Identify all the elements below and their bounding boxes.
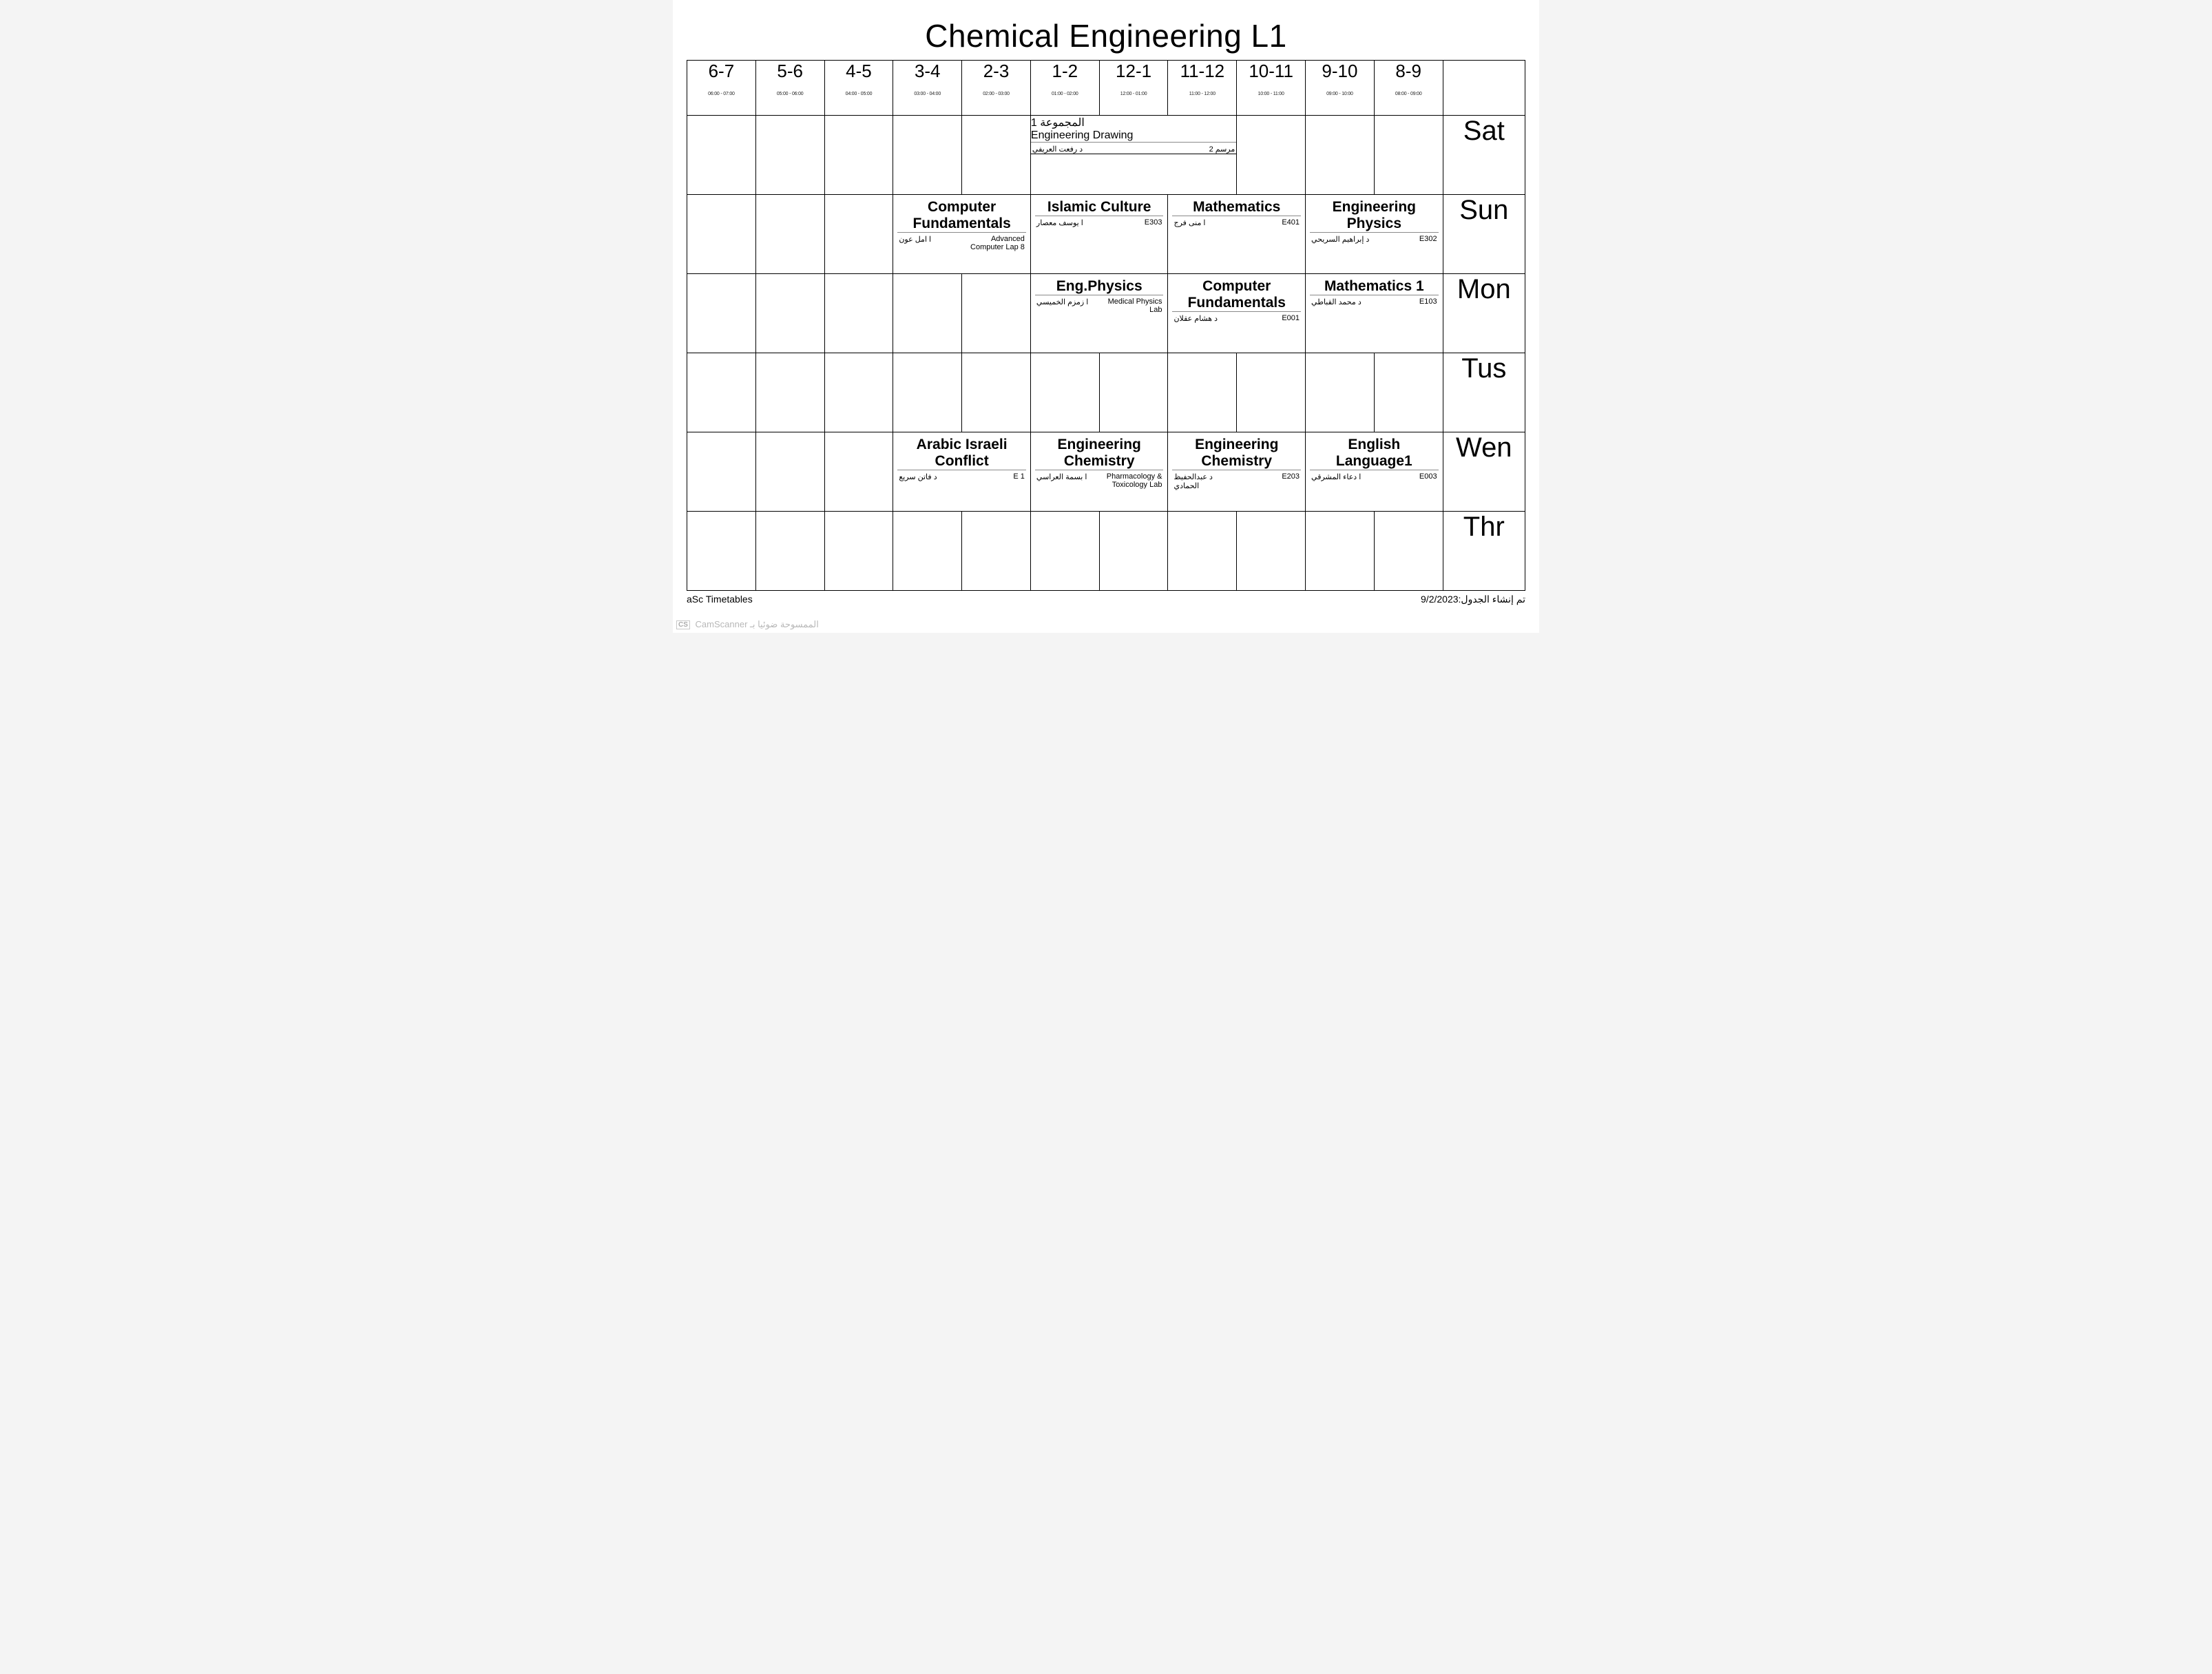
timeslot-5-6: 5-6 05:00 - 06:00 [755,61,824,116]
course-sun-islamic: Islamic Culture ا يوسف معصار E303 [1030,195,1168,274]
timeslot-2-3: 2-3 02:00 - 03:00 [962,61,1031,116]
timetable-grid: 6-7 06:00 - 07:00 5-6 05:00 - 06:00 4-5 … [687,60,1525,591]
timeslot-1-2: 1-2 01:00 - 02:00 [1030,61,1099,116]
course-wen-english: English Language1 ا دعاء المشرقي E003 [1306,432,1443,512]
course-wen-arabic: Arabic Israeli Conflict د فاتن سريع E 1 [893,432,1031,512]
course-sun-compfund: Computer Fundamentals ا امل عون Advanced… [893,195,1031,274]
course-mon-compfund: Computer Fundamentals د هشام عقلان E001 [1168,274,1306,353]
row-sat: المجموعة 1 Engineering Drawing د رفعت ال… [687,116,1525,195]
timeslot-8-9: 8-9 08:00 - 09:00 [1374,61,1443,116]
day-sat: Sat [1443,116,1525,195]
footer: aSc Timetables تم إنشاء الجدول:9/2/2023 [687,594,1525,605]
course-wen-engchem-lab: Engineering Chemistry ا بسمة العراسي Pha… [1030,432,1168,512]
camscanner-text-en: CamScanner [696,619,748,629]
course-sun-math: Mathematics ا منى فرج E401 [1168,195,1306,274]
row-thr: Thr [687,512,1525,591]
camscanner-badge: CS [676,620,690,629]
day-mon: Mon [1443,274,1525,353]
day-tus: Tus [1443,353,1525,432]
day-wen: Wen [1443,432,1525,512]
course-sun-engphys: Engineering Physics د إبراهيم السريحي E3… [1306,195,1443,274]
timeslot-9-10: 9-10 09:00 - 10:00 [1306,61,1375,116]
timeslot-4-5: 4-5 04:00 - 05:00 [824,61,893,116]
row-wen: Arabic Israeli Conflict د فاتن سريع E 1 … [687,432,1525,512]
course-mon-engphys: Eng.Physics ا زمزم الخميسي Medical Physi… [1030,274,1168,353]
header-row: 6-7 06:00 - 07:00 5-6 05:00 - 06:00 4-5 … [687,61,1525,116]
row-mon: Eng.Physics ا زمزم الخميسي Medical Physi… [687,274,1525,353]
day-thr: Thr [1443,512,1525,591]
timeslot-3-4: 3-4 03:00 - 04:00 [893,61,962,116]
timeslot-11-12: 11-12 11:00 - 12:00 [1168,61,1237,116]
course-mon-math1: Mathematics 1 د محمد القباطي E103 [1306,274,1443,353]
day-column-header [1443,61,1525,116]
timeslot-6-7: 6-7 06:00 - 07:00 [687,61,756,116]
row-tus: Tus [687,353,1525,432]
camscanner-text-ar: الممسوحة ضوئيا بـ [750,619,819,629]
camscanner-watermark: CS CamScanner الممسوحة ضوئيا بـ [676,619,819,630]
timetable-page: Chemical Engineering L1 6-7 06:00 - 07:0… [673,0,1539,633]
footer-software: aSc Timetables [687,594,753,605]
timeslot-12-1: 12-1 12:00 - 01:00 [1099,61,1168,116]
day-sun: Sun [1443,195,1525,274]
row-sun: Computer Fundamentals ا امل عون Advanced… [687,195,1525,274]
course-sat-engdraw: المجموعة 1 Engineering Drawing د رفعت ال… [1030,116,1236,195]
timeslot-10-11: 10-11 10:00 - 11:00 [1237,61,1306,116]
page-title: Chemical Engineering L1 [687,17,1525,54]
footer-date: تم إنشاء الجدول:9/2/2023 [1421,594,1525,605]
course-wen-engchem: Engineering Chemistry د عبدالحفيظ الحماد… [1168,432,1306,512]
